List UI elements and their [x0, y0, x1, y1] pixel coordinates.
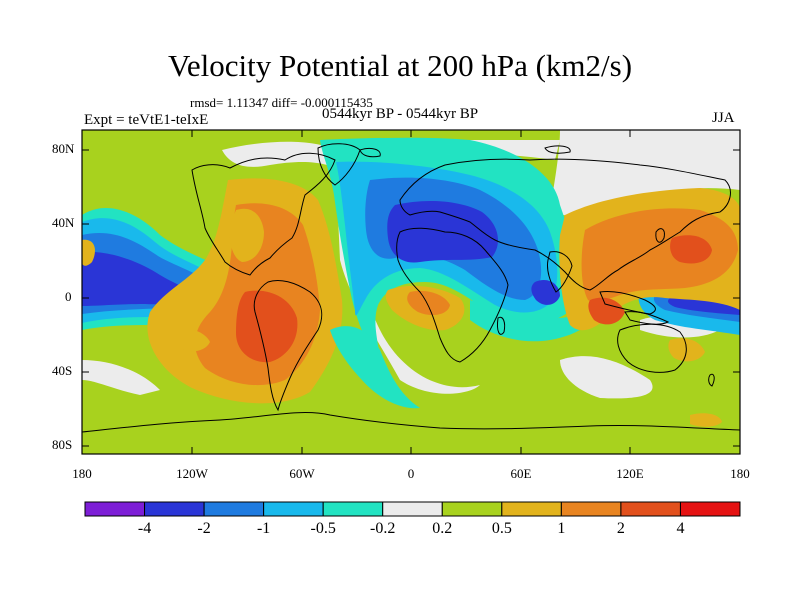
colorbar-label: -1: [256, 520, 271, 537]
colorbar-swatch: [382, 501, 443, 517]
colorbar-swatch: [203, 501, 265, 517]
colorbar-label: -2: [197, 520, 211, 537]
lon-label-120e: 120E: [616, 466, 644, 481]
colorbar: [84, 501, 741, 517]
coastlines: [82, 143, 740, 433]
colorbar-label: 0.5: [491, 520, 512, 537]
lat-label-40s: 40S: [52, 363, 73, 378]
lat-label-40n: 40N: [52, 215, 75, 230]
colorbar-swatch: [679, 501, 741, 517]
lon-label-60e: 60E: [510, 466, 532, 481]
lat-label-80s: 80S: [52, 437, 73, 452]
lon-label-120w: 120W: [176, 466, 208, 481]
colorbar-label: -0.5: [310, 520, 336, 537]
colorbar-label: 2: [616, 520, 625, 537]
lat-label-eq: 0: [65, 289, 72, 304]
stats-label: rmsd= 1.11347 diff= -0.000115435: [190, 95, 373, 110]
lon-label-180e: 180: [730, 466, 750, 481]
contour-field: [82, 130, 740, 454]
lat-label-80n: 80N: [52, 141, 75, 156]
lon-label-180w: 180: [72, 466, 92, 481]
colorbar-label: -0.2: [370, 520, 396, 537]
lon-label-0: 0: [407, 466, 415, 481]
lon-label-60w: 60W: [289, 466, 315, 481]
colorbar-label: 4: [676, 520, 685, 537]
period-label: 0544kyr BP - 0544kyr BP: [322, 106, 479, 122]
colorbar-swatch: [144, 501, 205, 517]
colorbar-swatch: [560, 501, 622, 517]
colorbar-label: 0.2: [432, 520, 453, 537]
experiment-label: Expt = teVtE1-teIxE: [84, 112, 209, 128]
colorbar-swatch: [501, 501, 562, 517]
colorbar-swatch: [620, 501, 681, 517]
axis-ticks: [81, 130, 741, 454]
colorbar-swatch: [441, 501, 503, 517]
colorbar-swatch: [322, 501, 384, 517]
colorbar-label: 1: [557, 520, 566, 537]
colorbar-swatch: [263, 501, 324, 517]
map-title: Velocity Potential at 200 hPa (km2/s): [167, 48, 633, 83]
colorbar-label: -4: [137, 520, 152, 537]
colorbar-swatch: [84, 501, 146, 517]
season-label: JJA: [712, 110, 735, 126]
